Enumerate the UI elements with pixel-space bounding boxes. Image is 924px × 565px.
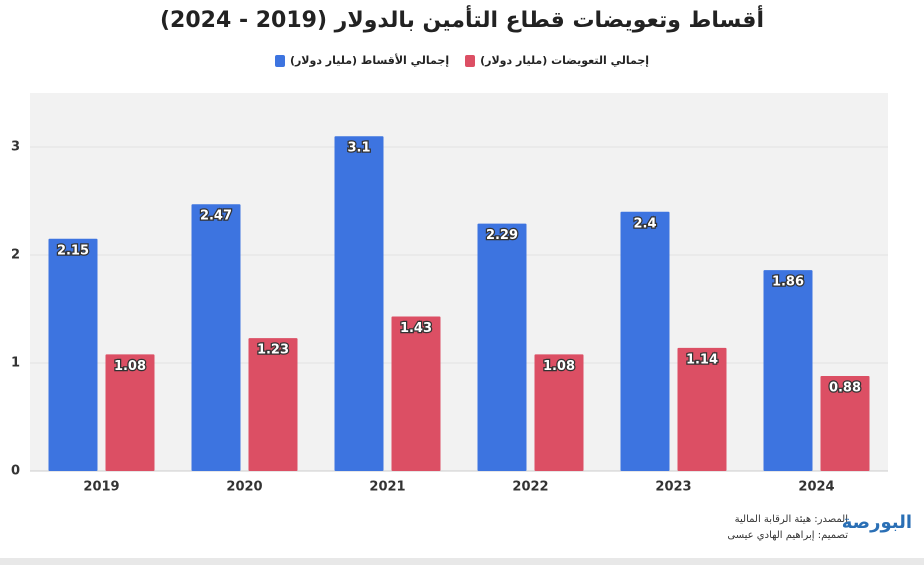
x-tick-label: 2021 — [369, 480, 405, 495]
bar — [191, 204, 241, 472]
value-label: 1.08 — [114, 359, 146, 374]
plot-area — [30, 93, 888, 471]
bar — [763, 270, 813, 471]
bar — [477, 223, 527, 471]
value-label: 2.47 — [200, 209, 232, 224]
legend-label: إجمالي التعويضات (مليار دولار) — [480, 54, 650, 67]
x-tick-label: 2024 — [798, 480, 834, 495]
legend-swatch — [465, 54, 476, 67]
bar — [105, 354, 155, 471]
x-tick-label: 2020 — [226, 480, 262, 495]
value-label: 3.1 — [347, 141, 370, 156]
bar — [334, 136, 384, 471]
design-credit: تصميم: إبراهيم الهادي عيسى — [727, 530, 848, 541]
value-label: 1.43 — [400, 321, 432, 336]
bar — [48, 238, 98, 471]
legend: إجمالي الأقساط (مليار دولار) إجمالي التعو… — [0, 54, 924, 67]
x-tick-label: 2022 — [512, 480, 548, 495]
source: المصدر: هيئة الرقابة المالية — [734, 514, 848, 525]
bottom-strip — [0, 558, 924, 565]
value-label: 1.86 — [772, 275, 804, 290]
value-label: 2.4 — [633, 216, 656, 231]
value-label: 0.88 — [829, 380, 861, 395]
logo: البورصة — [841, 512, 912, 533]
legend-item: إجمالي الأقساط (مليار دولار) — [274, 54, 450, 67]
y-tick-label: 1 — [11, 356, 20, 371]
bar — [677, 347, 727, 471]
bar — [248, 338, 298, 471]
bar — [620, 211, 670, 472]
bar — [820, 375, 870, 471]
value-label: 1.08 — [543, 359, 575, 374]
y-tick-label: 3 — [11, 140, 20, 155]
value-label: 2.15 — [57, 243, 89, 258]
chart-title: أقساط وتعويضات قطاع التأمين بالدولار (20… — [159, 8, 764, 33]
bar — [534, 354, 584, 471]
value-label: 2.29 — [486, 228, 518, 243]
x-tick-label: 2019 — [83, 480, 119, 495]
value-label: 1.23 — [257, 343, 289, 358]
legend-swatch — [274, 54, 285, 67]
y-tick-label: 0 — [11, 464, 20, 479]
y-tick-label: 2 — [11, 248, 20, 263]
x-tick-label: 2023 — [655, 480, 691, 495]
chart: 0 1 2 3 2019 2.15 1.08 2020 2.47 1.23 2021 3.1 1.43 2… — [11, 93, 888, 495]
value-label: 1.14 — [686, 352, 718, 367]
legend-item: إجمالي التعويضات (مليار دولار) — [465, 54, 649, 67]
footer: المصدر: هيئة الرقابة المالية تصميم: إبرا… — [727, 512, 848, 544]
bar — [391, 316, 441, 471]
legend-label: إجمالي الأقساط (مليار دولار) — [289, 54, 450, 67]
